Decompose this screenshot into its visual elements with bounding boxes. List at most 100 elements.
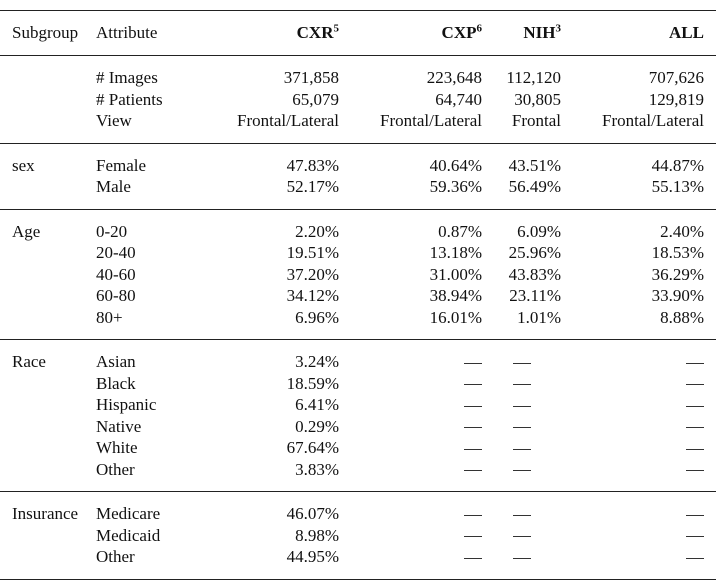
table-row: Other 3.83%	[0, 459, 716, 481]
table-row: Insurance Medicare 46.07%	[0, 503, 716, 525]
cell-all	[561, 416, 716, 438]
cell-all	[561, 546, 716, 568]
dash-mark	[512, 557, 531, 559]
spacer-row	[0, 567, 716, 580]
header-attribute: Attribute	[96, 23, 158, 43]
cell-all	[561, 437, 716, 459]
dash-mark	[686, 470, 704, 472]
cell-cxp	[339, 503, 482, 525]
attr-race: Asian	[96, 352, 136, 371]
header-subgroup: Subgroup	[12, 23, 79, 43]
header-cxp-ref: 6	[476, 22, 483, 35]
spacer-row	[0, 132, 716, 144]
cell-nih	[482, 373, 561, 395]
cell-nih: 25.96%	[508, 243, 561, 262]
cell-cxp	[339, 351, 482, 373]
cell-cxr: 19.51%	[286, 243, 339, 262]
attr-age: 0-20	[96, 221, 128, 241]
header-cxp: CXP6	[339, 11, 482, 56]
cell-nih	[482, 525, 561, 547]
dash-mark	[686, 536, 704, 538]
attr-insurance: Medicaid	[96, 525, 161, 545]
attr-age: 80+	[96, 307, 123, 327]
dash-mark	[512, 362, 531, 364]
cell-all: Frontal/Lateral	[602, 111, 704, 130]
attr-race: Hispanic	[96, 395, 157, 414]
attr-view: View	[96, 111, 132, 130]
dash-mark	[464, 514, 482, 516]
cell-nih	[482, 437, 561, 459]
cell-all	[561, 351, 716, 373]
header-cxr-label: CXR	[296, 23, 334, 43]
table-row: View Frontal/Lateral Frontal/Lateral Fro…	[0, 110, 716, 132]
table-row: Medicaid 8.98%	[0, 525, 716, 547]
cell-all: 2.40%	[660, 221, 704, 241]
demographics-table: Subgroup Attribute CXR5 CXP6 NIH3 ALL # …	[0, 10, 716, 580]
header-nih-label: NIH	[523, 23, 556, 43]
cell-cxp: 40.64%	[429, 155, 482, 175]
dash-mark	[686, 384, 704, 386]
header-row: Subgroup Attribute CXR5 CXP6 NIH3 ALL	[0, 10, 716, 56]
cell-cxp	[339, 437, 482, 459]
cell-cxr: Frontal/Lateral	[237, 111, 339, 130]
attr-race: Other	[96, 459, 135, 479]
cell-cxp: 13.18%	[429, 243, 482, 262]
cell-cxp	[339, 394, 482, 416]
cell-cxp	[339, 416, 482, 438]
dash-mark	[512, 427, 531, 429]
cell-cxp: 38.94%	[429, 286, 482, 305]
table-row: Native 0.29%	[0, 416, 716, 438]
attr-age: 60-80	[96, 286, 136, 305]
dash-mark	[686, 405, 704, 407]
cell-all	[561, 394, 716, 416]
cell-nih: 23.11%	[509, 286, 561, 305]
dash-mark	[512, 536, 531, 538]
cell-all: 8.88%	[660, 307, 704, 327]
dash-mark	[686, 362, 704, 364]
cell-cxp: 31.00%	[429, 264, 482, 284]
attr-female: Female	[96, 155, 147, 175]
table-row: # Images 371,858 223,648 112,120 707,626	[0, 67, 716, 89]
dash-mark	[512, 470, 531, 472]
cell-cxr: 34.12%	[286, 286, 339, 305]
cell-cxr: 8.98%	[295, 525, 339, 545]
dash-mark	[464, 448, 482, 450]
spacer-row	[0, 55, 716, 67]
subgroup-sex: sex	[12, 155, 35, 175]
attr-race: Native	[96, 416, 142, 436]
cell-cxr: 67.64%	[286, 438, 339, 457]
cell-all: 44.87%	[651, 155, 704, 175]
header-cxr: CXR5	[202, 11, 339, 56]
cell-cxp: 0.87%	[438, 221, 482, 241]
header-cxp-label: CXP	[441, 23, 477, 43]
dash-mark	[512, 384, 531, 386]
table-row: Black 18.59%	[0, 373, 716, 395]
table-row: Age 0-20 2.20% 0.87% 6.09% 2.40%	[0, 221, 716, 243]
spacer-row	[0, 142, 716, 155]
cell-cxr: 3.83%	[295, 459, 339, 479]
spacer-row	[0, 480, 716, 492]
cell-nih: 112,120	[506, 68, 561, 87]
cell-cxr: 3.24%	[295, 352, 339, 371]
cell-all: 18.53%	[651, 243, 704, 262]
cell-nih	[482, 351, 561, 373]
table-row: Male 52.17% 59.36% 56.49% 55.13%	[0, 176, 716, 198]
dash-mark	[686, 427, 704, 429]
dash-mark	[686, 448, 704, 450]
cell-cxp	[339, 525, 482, 547]
spacer-row	[0, 208, 716, 221]
header-nih-ref: 3	[555, 22, 562, 35]
cell-nih: 56.49%	[508, 177, 561, 196]
cell-nih: Frontal	[511, 111, 561, 130]
attr-race: Black	[96, 373, 136, 393]
attr-patients: # Patients	[96, 89, 163, 109]
cell-cxr: 371,858	[283, 68, 339, 87]
cell-nih	[482, 503, 561, 525]
attr-race: White	[96, 438, 138, 457]
attr-insurance: Medicare	[96, 504, 161, 523]
table-row: 20-40 19.51% 13.18% 25.96% 18.53%	[0, 242, 716, 264]
dash-mark	[464, 405, 482, 407]
subgroup-insurance: Insurance	[12, 504, 79, 523]
attr-male: Male	[96, 177, 131, 196]
attr-age: 20-40	[96, 243, 136, 262]
